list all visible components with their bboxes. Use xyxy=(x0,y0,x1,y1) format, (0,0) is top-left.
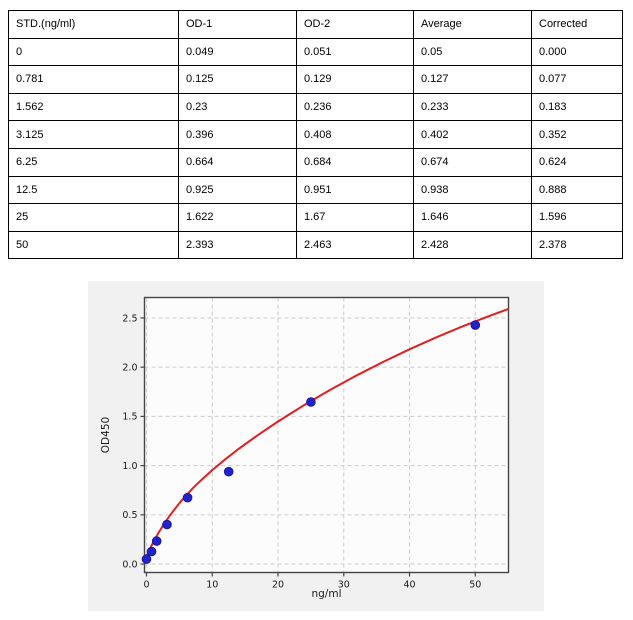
table-cell: 0.127 xyxy=(413,65,532,94)
grid xyxy=(144,297,509,573)
table-row: 50 2.393 2.463 2.428 2.378 xyxy=(8,230,623,260)
table-cell: 0.951 xyxy=(296,175,414,205)
table-cell: 0.352 xyxy=(531,120,623,149)
data-point xyxy=(151,536,162,546)
table-cell: 0.23 xyxy=(178,92,297,122)
header-cell: Average xyxy=(413,10,532,39)
table-cell: 0.674 xyxy=(413,147,532,177)
data-point xyxy=(146,546,157,557)
table-cell: 1.562 xyxy=(8,92,179,122)
table-cell: 0.402 xyxy=(413,120,532,149)
header-cell: STD.(ng/ml) xyxy=(8,10,179,39)
table-body: 0 0.049 0.051 0.05 0.000 0.781 0.125 0.129 0.127… xyxy=(8,37,623,260)
standards-table: STD.(ng/ml) OD-1 OD-2 Average Corrected 0 0.0… xyxy=(8,10,623,260)
table-cell: 0.888 xyxy=(531,175,623,205)
y-tick-label: 2.5 xyxy=(122,313,137,324)
fitted-curve-line xyxy=(144,307,509,560)
table-row: 6.25 0.664 0.684 0.674 0.624 xyxy=(8,147,623,177)
table-cell: 0.183 xyxy=(531,92,623,122)
table-cell: 3.125 xyxy=(8,120,179,149)
data-point xyxy=(162,519,172,530)
table-cell: 0.938 xyxy=(413,175,532,205)
table-cell: 0.396 xyxy=(178,120,297,149)
table-row: 3.125 0.396 0.408 0.402 0.352 xyxy=(8,120,623,149)
x-tick-label: 40 xyxy=(403,580,415,591)
table-row: 25 1.622 1.67 1.646 1.596 xyxy=(8,203,623,232)
table-cell: 0 xyxy=(8,37,179,67)
y-tick-label: 1.0 xyxy=(122,461,137,472)
table-cell: 0.051 xyxy=(296,37,414,67)
header-cell: Corrected xyxy=(531,10,623,39)
table-cell: 6.25 xyxy=(8,147,179,177)
table-cell: 0.125 xyxy=(178,65,297,94)
table-cell: 0.233 xyxy=(413,92,532,122)
table-cell: 0.781 xyxy=(8,65,179,94)
standard-curve-chart: 0 10 20 30 40 50 0.0 0.5 1.0 1.5 2.0 2.5 ng/ml OD450 xyxy=(88,281,544,611)
y-tick-label: 1.5 xyxy=(122,412,137,423)
table-cell: 1.622 xyxy=(178,203,297,232)
table-cell: 1.67 xyxy=(296,203,414,232)
table-row: 12.5 0.925 0.951 0.938 0.888 xyxy=(8,175,623,205)
data-point xyxy=(223,466,234,477)
header-cell: OD-2 xyxy=(296,10,414,39)
table-cell: 0.236 xyxy=(296,92,414,122)
table-cell: 0.077 xyxy=(531,65,623,94)
x-tick-label: 0 xyxy=(143,580,149,591)
y-tick-label: 0.0 xyxy=(122,559,137,570)
table-cell: 2.393 xyxy=(178,230,297,260)
standard-curve-figure: 0 10 20 30 40 50 0.0 0.5 1.0 1.5 2.0 2.5 ng/ml OD450 xyxy=(88,281,544,611)
x-tick-label: 10 xyxy=(206,580,218,591)
data-point xyxy=(182,492,193,503)
table-header-row: STD.(ng/ml) OD-1 OD-2 Average Corrected xyxy=(8,10,623,39)
table-cell: 0.624 xyxy=(531,147,623,177)
table-cell: 2.463 xyxy=(296,230,414,260)
tick-labels: 0 10 20 30 40 50 0.0 0.5 1.0 1.5 2.0 2.5 xyxy=(122,313,481,590)
table-cell: 0.049 xyxy=(178,37,297,67)
table-cell: 0.925 xyxy=(178,175,297,205)
data-point xyxy=(470,320,481,330)
table-cell: 0.000 xyxy=(531,37,623,67)
table-cell: 2.428 xyxy=(413,230,532,260)
table-cell: 0.684 xyxy=(296,147,414,177)
table-row: 0 0.049 0.051 0.05 0.000 xyxy=(8,37,623,67)
table-cell: 50 xyxy=(8,230,179,260)
table-cell: 2.378 xyxy=(531,230,623,260)
table-cell: 1.646 xyxy=(413,203,532,232)
x-axis-label: ng/ml xyxy=(311,588,341,600)
data-point xyxy=(141,554,152,564)
table-cell: 0.129 xyxy=(296,65,414,94)
x-tick-label: 30 xyxy=(338,580,350,591)
table-row: 1.562 0.23 0.236 0.233 0.183 xyxy=(8,92,623,122)
plot-frame xyxy=(143,296,510,574)
y-tick-label: 0.5 xyxy=(122,510,137,521)
data-point xyxy=(306,397,316,407)
table-row: 0.781 0.125 0.129 0.127 0.077 xyxy=(8,65,623,94)
x-tick-label: 50 xyxy=(469,580,481,591)
x-tick-label: 20 xyxy=(272,580,284,591)
y-axis-label: OD450 xyxy=(100,417,112,453)
plot-area xyxy=(144,297,509,573)
header-cell: OD-1 xyxy=(178,10,297,39)
table-cell: 0.664 xyxy=(178,147,297,177)
table-cell: 25 xyxy=(8,203,179,232)
scatter-points xyxy=(141,320,481,564)
y-tick-label: 2.0 xyxy=(122,362,137,373)
table-cell: 0.408 xyxy=(296,120,414,149)
table-cell: 1.596 xyxy=(531,203,623,232)
table-cell: 0.05 xyxy=(413,37,532,67)
table-cell: 12.5 xyxy=(8,175,179,205)
